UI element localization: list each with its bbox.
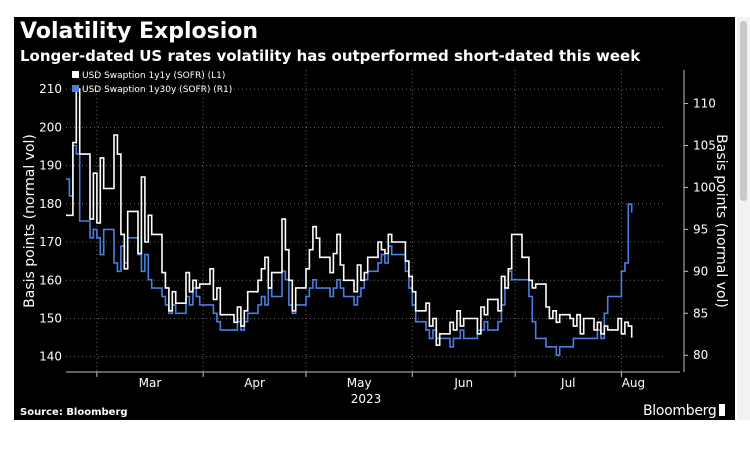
chart-subtitle: Longer-dated US rates volatility has out… bbox=[20, 47, 641, 65]
bloomberg-logo-icon bbox=[719, 404, 726, 416]
legend-label: USD Swaption 1y30y (SOFR) (R1) bbox=[82, 85, 232, 95]
left-tick-label: 190 bbox=[39, 159, 62, 173]
x-tick-label: Jul bbox=[560, 376, 575, 390]
series-line-swaption-1y1y bbox=[66, 88, 633, 346]
right-tick-label: 90 bbox=[693, 264, 708, 278]
legend-swatch bbox=[72, 71, 79, 78]
source-note: Source: Bloomberg bbox=[20, 407, 128, 418]
left-tick-label: 150 bbox=[39, 311, 62, 325]
x-tick-label: Aug bbox=[622, 376, 645, 390]
left-tick-label: 210 bbox=[39, 82, 62, 96]
x-tick-label: Mar bbox=[139, 376, 162, 390]
x-axis-year-label: 2023 bbox=[351, 392, 382, 406]
series-line-swaption-1y30y bbox=[66, 144, 633, 356]
x-tick-label: Jun bbox=[453, 376, 473, 390]
right-tick-label: 95 bbox=[693, 222, 708, 236]
line-chart: 140 150 160 170 180 190 200 210 80 85 90 95 100 105 11… bbox=[22, 70, 729, 406]
scrollbar[interactable] bbox=[737, 17, 750, 420]
chart-title: Volatility Explosion bbox=[20, 19, 259, 44]
left-tick-label: 170 bbox=[39, 235, 62, 249]
legend-label: USD Swaption 1y1y (SOFR) (L1) bbox=[82, 71, 225, 81]
legend-swatch bbox=[72, 85, 79, 92]
x-tick-label: Apr bbox=[244, 376, 265, 390]
right-axis-title: Basis points (normal vol) bbox=[713, 134, 729, 308]
bloomberg-logo: Bloomberg bbox=[643, 403, 726, 419]
right-tick-label: 105 bbox=[693, 139, 716, 153]
right-tick-label: 80 bbox=[693, 348, 708, 362]
left-tick-label: 200 bbox=[39, 120, 62, 134]
left-axis-title: Basis points (normal vol) bbox=[22, 134, 38, 308]
right-tick-label: 85 bbox=[693, 306, 708, 320]
brand-label: Bloomberg bbox=[643, 403, 717, 419]
right-tick-label: 110 bbox=[693, 97, 716, 111]
right-tick-label: 100 bbox=[693, 180, 716, 194]
left-tick-label: 160 bbox=[39, 273, 62, 287]
x-tick-label: May bbox=[347, 376, 372, 390]
chart-panel bbox=[14, 17, 735, 420]
left-tick-label: 180 bbox=[39, 197, 62, 211]
scrollbar-thumb[interactable] bbox=[740, 21, 747, 201]
left-tick-label: 140 bbox=[39, 350, 62, 364]
